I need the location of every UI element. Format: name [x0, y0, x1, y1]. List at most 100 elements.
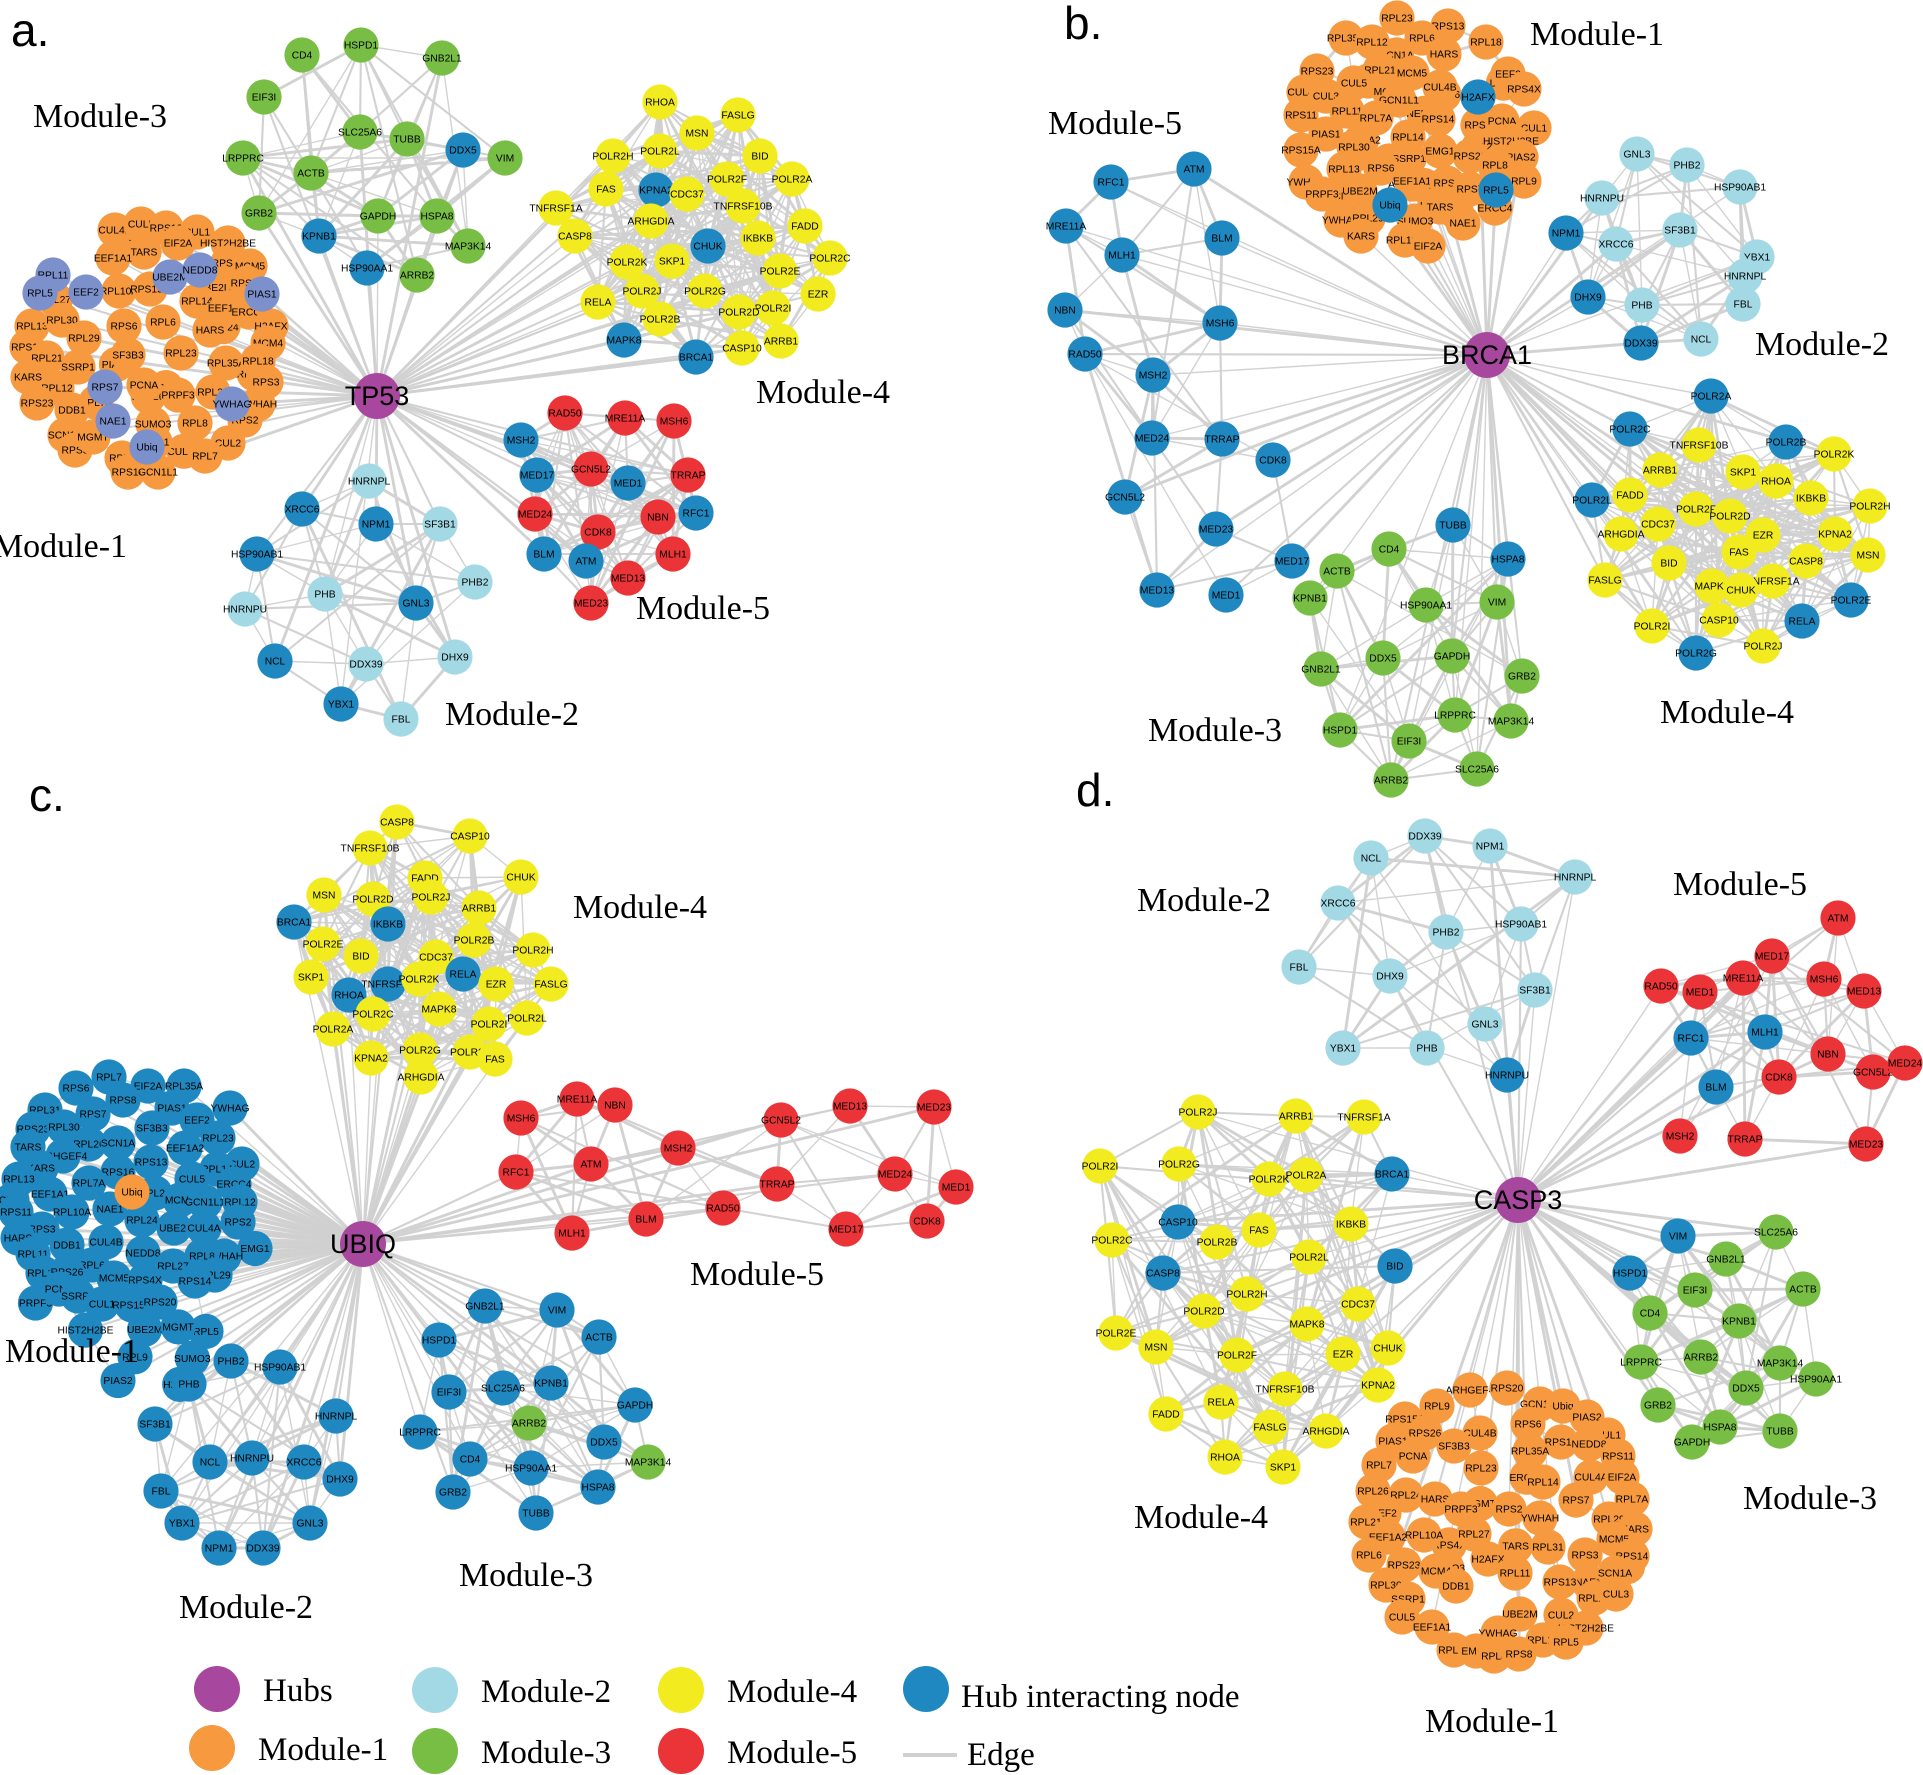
node-circle[interactable] [187, 1184, 223, 1220]
node-circle[interactable] [133, 1144, 169, 1180]
node-circle[interactable] [245, 1530, 281, 1566]
node-circle[interactable] [160, 1309, 196, 1345]
node-rpl9[interactable]: RPL9 [1419, 1388, 1455, 1424]
node-circle[interactable] [755, 290, 791, 326]
node-ube2i[interactable]: UBE2I [156, 1210, 192, 1246]
node-brca1[interactable]: BRCA1 [678, 339, 714, 375]
node-nbn[interactable]: NBN [1810, 1036, 1846, 1072]
node-phb[interactable]: PHB [307, 576, 343, 612]
node-cul3[interactable]: CUL3 [1598, 1576, 1634, 1612]
node-cul5[interactable]: CUL5 [1336, 65, 1372, 101]
node-circle[interactable] [1452, 171, 1488, 207]
node-rps15a[interactable]: RPS15A [1281, 132, 1321, 168]
node-circle[interactable] [642, 133, 678, 169]
node-circle[interactable] [1304, 176, 1340, 212]
node-ddx39[interactable]: DDX39 [1623, 325, 1659, 361]
node-circle[interactable] [547, 395, 583, 431]
node-circle[interactable] [1728, 1370, 1764, 1406]
node-circle[interactable] [1683, 321, 1719, 357]
node-fadd[interactable]: FADD [1612, 477, 1648, 513]
node-polr2i[interactable]: POLR2I [471, 1006, 508, 1042]
node-hnrnpu[interactable]: HNRNPU [230, 1440, 274, 1476]
node-circle[interactable] [1180, 1094, 1216, 1130]
node-mapk8[interactable]: MAPK8 [1289, 1306, 1325, 1342]
node-circle[interactable] [1320, 885, 1356, 921]
node-circle[interactable] [1365, 640, 1401, 676]
node-casp8[interactable]: CASP8 [1788, 543, 1824, 579]
node-circle[interactable] [403, 1059, 439, 1095]
node-circle[interactable] [422, 506, 458, 542]
node-polr2l[interactable]: POLR2L [1289, 1239, 1329, 1275]
node-circle[interactable] [186, 1210, 222, 1246]
node-circle[interactable] [1281, 949, 1317, 985]
node-arhgef4[interactable]: ARHGEF4 [1446, 1372, 1495, 1408]
node-circle[interactable] [1693, 378, 1729, 414]
node-nae1[interactable]: NAE1 [95, 403, 131, 439]
node-rps7[interactable]: RPS7 [1452, 171, 1488, 207]
node-circle[interactable] [1460, 79, 1496, 115]
node-ddx39[interactable]: DDX39 [348, 646, 384, 682]
node-circle[interactable] [1761, 1059, 1797, 1095]
node-circle[interactable] [241, 195, 277, 231]
node-grb2[interactable]: GRB2 [241, 195, 277, 231]
node-atm[interactable]: ATM [1820, 900, 1856, 936]
node-lrpprc[interactable]: LRPPRC [1434, 697, 1476, 733]
node-med1[interactable]: MED1 [1682, 974, 1718, 1010]
node-casp10[interactable]: CASP10 [1158, 1204, 1198, 1240]
node-map3k14[interactable]: MAP3K14 [445, 228, 492, 264]
node-bid[interactable]: BID [742, 138, 778, 174]
node-rpl35a[interactable]: RPL35A [1511, 1433, 1549, 1469]
node-circle[interactable] [143, 1473, 179, 1509]
node-circle[interactable] [1698, 1069, 1734, 1105]
node-circle[interactable] [343, 938, 379, 974]
node-circle[interactable] [1204, 220, 1240, 256]
node-polr2j[interactable]: POLR2J [1179, 1094, 1218, 1130]
node-med1[interactable]: MED1 [938, 1169, 974, 1205]
node-polr2g[interactable]: POLR2G [1675, 635, 1717, 671]
node-circle[interactable] [1640, 1387, 1676, 1423]
node-circle[interactable] [1721, 1303, 1757, 1339]
node-rpl14[interactable]: RPL14 [179, 283, 215, 319]
node-circle[interactable] [1328, 20, 1364, 56]
node-circle[interactable] [1833, 582, 1869, 618]
node-pcna[interactable]: PCNA [126, 367, 162, 403]
node-circle[interactable] [1798, 1361, 1834, 1397]
node-circle[interactable] [182, 252, 218, 288]
node-rps7[interactable]: RPS7 [1558, 1482, 1594, 1518]
node-circle[interactable] [163, 335, 199, 371]
node-ddb1[interactable]: DDB1 [49, 1227, 85, 1263]
node-arrb1[interactable]: ARRB1 [763, 323, 799, 359]
node-hsp90aa1[interactable]: HSP90AA1 [341, 250, 393, 286]
node-arrb2[interactable]: ARRB2 [1373, 762, 1409, 798]
node-circle[interactable] [456, 922, 492, 958]
node-circle[interactable] [630, 1444, 666, 1480]
node-circle[interactable] [1712, 498, 1748, 534]
node-circle[interactable] [1848, 1126, 1884, 1162]
node-polr2j[interactable]: POLR2J [623, 273, 662, 309]
node-circle[interactable] [106, 308, 142, 344]
node-circle[interactable] [95, 240, 131, 276]
node-pcna[interactable]: PCNA [1395, 1438, 1431, 1474]
node-rfc1[interactable]: RFC1 [1673, 1020, 1709, 1056]
node-hspa8[interactable]: HSPA8 [1702, 1409, 1738, 1445]
node-polr2b[interactable]: POLR2B [454, 922, 495, 958]
node-circle[interactable] [389, 121, 425, 157]
node-kpna2[interactable]: KPNA2 [1360, 1367, 1396, 1403]
node-circle[interactable] [461, 890, 497, 926]
node-circle[interactable] [87, 369, 123, 405]
node-circle[interactable] [244, 276, 280, 312]
node-med23[interactable]: MED23 [1848, 1126, 1884, 1162]
node-circle[interactable] [1887, 1045, 1923, 1081]
node-circle[interactable] [276, 904, 312, 940]
node-mcm5[interactable]: MCM5 [1394, 55, 1430, 91]
node-arrb2[interactable]: ARRB2 [399, 257, 435, 293]
node-circle[interactable] [1409, 1030, 1445, 1066]
node-cdc37[interactable]: CDC37 [669, 176, 705, 212]
node-circle[interactable] [1727, 258, 1763, 294]
node-trrap[interactable]: TRRAP [670, 457, 706, 493]
node-circle[interactable] [1408, 587, 1444, 623]
node-cul1[interactable]: CUL1 [84, 1286, 120, 1322]
node-med17[interactable]: MED17 [1754, 938, 1790, 974]
node-dhx9[interactable]: DHX9 [437, 639, 473, 675]
node-circle[interactable] [431, 1374, 467, 1410]
